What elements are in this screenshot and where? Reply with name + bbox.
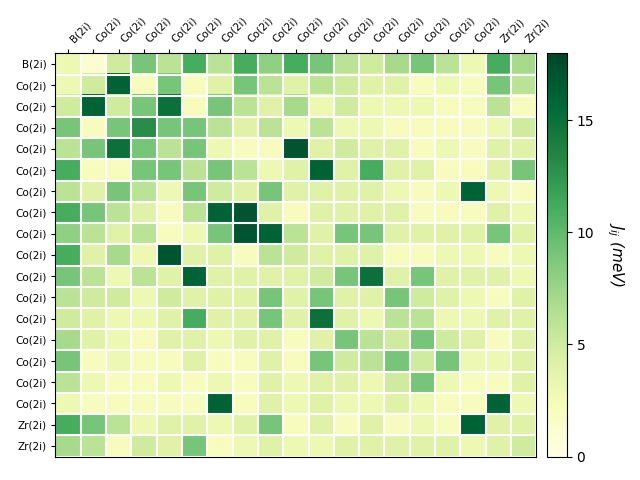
Y-axis label: $J_{ij}$ (meV): $J_{ij}$ (meV) (605, 222, 626, 288)
